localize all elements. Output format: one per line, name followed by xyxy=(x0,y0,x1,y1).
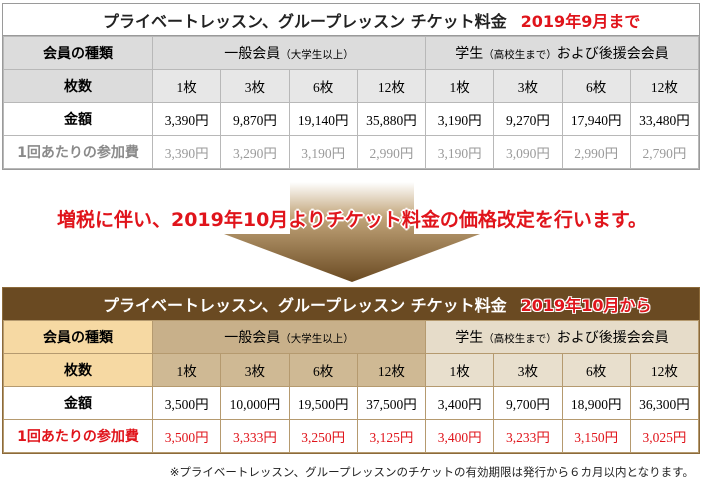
old-table-period: 2019年9月まで xyxy=(520,11,641,31)
down-arrow-icon xyxy=(224,182,480,282)
new-table-title: プライベートレッスン、グループレッスン チケット料金 xyxy=(103,296,507,315)
old-price-grid: 会員の種類 一般会員（大学生以上） 学生（高校生まで）および後援会会員 枚数 1… xyxy=(3,36,700,169)
price-cell: 9,270円 xyxy=(493,102,563,136)
price-cell: 33,480円 xyxy=(629,102,700,136)
price-cell: 3,500円 xyxy=(151,386,222,420)
student-member-header: 学生（高校生まで）および後援会会員 xyxy=(425,36,699,70)
price-row: 金額 3,390円 9,870円 19,140円 35,880円 3,190円 … xyxy=(3,102,700,136)
count-cell: 12枚 xyxy=(629,353,700,387)
per-session-cell: 3,400円 xyxy=(424,419,495,453)
price-cell: 10,000円 xyxy=(220,386,290,420)
member-type-label: 会員の種類 xyxy=(3,36,153,70)
price-cell: 9,700円 xyxy=(493,386,563,420)
per-session-row: 1回あたりの参加費 3,390円 3,290円 3,190円 2,990円 3,… xyxy=(3,135,700,169)
count-label: 枚数 xyxy=(3,353,153,387)
per-session-cell: 3,390円 xyxy=(151,135,222,169)
price-cell: 9,870円 xyxy=(220,102,290,136)
per-session-cell: 3,500円 xyxy=(151,419,222,453)
old-table-title-bar: プライベートレッスン、グループレッスン チケット料金 2019年9月まで xyxy=(3,4,699,36)
per-session-cell: 3,190円 xyxy=(288,135,358,169)
price-cell: 19,140円 xyxy=(288,102,358,136)
count-cell: 3枚 xyxy=(220,69,290,103)
per-session-label: 1回あたりの参加費 xyxy=(3,419,153,453)
member-type-row: 会員の種類 一般会員（大学生以上） 学生（高校生まで）および後援会会員 xyxy=(3,320,699,354)
price-cell: 3,400円 xyxy=(424,386,495,420)
per-session-cell: 3,090円 xyxy=(493,135,563,169)
count-cell: 1枚 xyxy=(424,353,495,387)
count-row: 枚数 1枚 3枚 6枚 12枚 1枚 3枚 6枚 12枚 xyxy=(3,69,700,103)
validity-footnote: ※プライベートレッスン、グループレッスンのチケットの有効期限は発行から６カ月以内… xyxy=(169,465,694,479)
count-cell: 1枚 xyxy=(151,353,222,387)
count-cell: 3枚 xyxy=(493,69,563,103)
old-table-title: プライベートレッスン、グループレッスン チケット料金 xyxy=(103,11,507,31)
per-session-cell: 2,790円 xyxy=(629,135,700,169)
new-table-period: 2019年10月から xyxy=(520,296,652,315)
price-cell: 35,880円 xyxy=(356,102,427,136)
count-cell: 12枚 xyxy=(629,69,700,103)
count-cell: 1枚 xyxy=(151,69,222,103)
count-label: 枚数 xyxy=(3,69,153,103)
general-member-header: 一般会員（大学生以上） xyxy=(152,320,426,354)
count-cell: 6枚 xyxy=(561,69,631,103)
per-session-cell: 3,250円 xyxy=(288,419,358,453)
per-session-cell: 3,150円 xyxy=(561,419,631,453)
new-price-table: プライベートレッスン、グループレッスン チケット料金 2019年10月から 会員… xyxy=(2,287,700,454)
old-price-table: プライベートレッスン、グループレッスン チケット料金 2019年9月まで 会員の… xyxy=(2,3,700,170)
price-revision-announcement: 増税に伴い、2019年10月よりチケット料金の価格改定を行います。 xyxy=(56,209,648,231)
general-member-header: 一般会員（大学生以上） xyxy=(152,36,426,70)
per-session-cell: 3,290円 xyxy=(220,135,290,169)
member-type-label: 会員の種類 xyxy=(3,320,153,354)
count-row: 枚数 1枚 3枚 6枚 12枚 1枚 3枚 6枚 12枚 xyxy=(3,353,700,387)
price-cell: 36,300円 xyxy=(629,386,700,420)
count-cell: 3枚 xyxy=(493,353,563,387)
per-session-cell: 3,125円 xyxy=(356,419,427,453)
count-cell: 12枚 xyxy=(356,69,427,103)
price-cell: 19,500円 xyxy=(288,386,358,420)
new-price-grid: 会員の種類 一般会員（大学生以上） 学生（高校生まで）および後援会会員 枚数 1… xyxy=(3,320,700,453)
count-cell: 12枚 xyxy=(356,353,427,387)
per-session-row: 1回あたりの参加費 3,500円 3,333円 3,250円 3,125円 3,… xyxy=(3,419,700,453)
per-session-cell: 3,333円 xyxy=(220,419,290,453)
new-table-title-bar: プライベートレッスン、グループレッスン チケット料金 2019年10月から xyxy=(3,288,699,320)
per-session-cell: 3,190円 xyxy=(424,135,495,169)
price-cell: 18,900円 xyxy=(561,386,631,420)
price-cell: 3,190円 xyxy=(424,102,495,136)
price-cell: 17,940円 xyxy=(561,102,631,136)
member-type-row: 会員の種類 一般会員（大学生以上） 学生（高校生まで）および後援会会員 xyxy=(3,36,699,70)
count-cell: 6枚 xyxy=(288,353,358,387)
per-session-cell: 2,990円 xyxy=(561,135,631,169)
per-session-cell: 3,025円 xyxy=(629,419,700,453)
price-row: 金額 3,500円 10,000円 19,500円 37,500円 3,400円… xyxy=(3,386,700,420)
price-cell: 3,390円 xyxy=(151,102,222,136)
per-session-cell: 3,233円 xyxy=(493,419,563,453)
price-label: 金額 xyxy=(3,386,153,420)
count-cell: 6枚 xyxy=(561,353,631,387)
count-cell: 3枚 xyxy=(220,353,290,387)
student-member-header: 学生（高校生まで）および後援会会員 xyxy=(425,320,699,354)
price-cell: 37,500円 xyxy=(356,386,427,420)
price-label: 金額 xyxy=(3,102,153,136)
count-cell: 6枚 xyxy=(288,69,358,103)
count-cell: 1枚 xyxy=(424,69,495,103)
per-session-cell: 2,990円 xyxy=(356,135,427,169)
per-session-label: 1回あたりの参加費 xyxy=(3,135,153,169)
